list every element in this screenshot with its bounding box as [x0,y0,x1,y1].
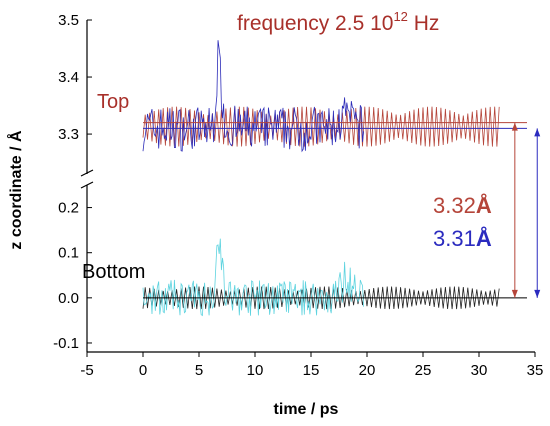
y-tick-label: 0.2 [58,200,79,217]
arrow-head-bottom-0 [511,289,518,298]
x-tick-label: 15 [303,362,320,379]
annotation-bottom-distance: 3.31Å [433,225,492,251]
x-tick-label: -5 [80,362,93,379]
series-line-series-3 [142,238,364,317]
y-tick-label: 3.4 [58,69,79,86]
y-axis-label: z coordinate / Å [6,130,25,250]
x-axis-label: time / ps [274,401,339,418]
arrow-head-top-0 [511,122,518,131]
axes [80,20,541,353]
x-tick-label: 0 [139,362,147,379]
axis-break-mark [80,181,94,189]
x-tick-label: 20 [359,362,376,379]
plot-lines [142,40,527,317]
series-line-top [142,106,500,147]
ticks: -5 0 5 10 15 20 25 30 35 3.3 3.4 3.5 -0.1 0.0 0.1 0.2 [53,12,543,379]
axis-break-mark [80,169,94,177]
series-label-top: Top [97,91,129,113]
x-tick-label: 5 [195,362,203,379]
x-tick-label: 25 [415,362,432,379]
arrow-head-bottom-1 [534,289,541,298]
y-tick-label: 0.0 [58,290,79,307]
series-label-bottom: Bottom [82,261,145,283]
chart-title: frequency 2.5 1012 Hz [237,9,439,35]
arrow-head-top-1 [534,128,541,137]
y-tick-label: 3.5 [58,12,79,29]
x-tick-label: 35 [527,362,544,379]
y-tick-label: -0.1 [53,335,79,352]
x-tick-label: 10 [247,362,264,379]
y-tick-label: 3.3 [58,126,79,143]
annotation-top-distance: 3.32Å [433,192,492,218]
x-tick-label: 30 [471,362,488,379]
y-tick-label: 0.1 [58,245,79,262]
